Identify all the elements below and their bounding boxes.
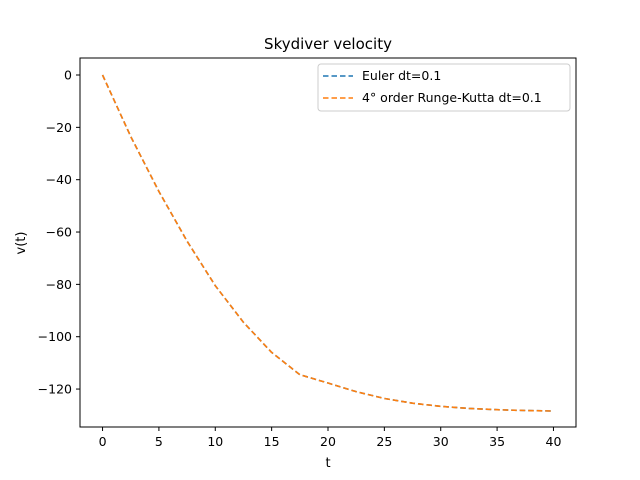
x-tick-label: 10 <box>207 434 223 449</box>
x-tick-label: 20 <box>320 434 336 449</box>
x-tick-label: 15 <box>264 434 280 449</box>
y-axis-label: v(t) <box>14 232 29 255</box>
series-lines <box>101 74 554 412</box>
y-axis: 0 −20 −40 −60 −80 −100 −120 <box>38 68 80 397</box>
x-tick-label: 25 <box>376 434 392 449</box>
series-line-runge-kutta <box>101 74 554 412</box>
legend-box <box>317 63 571 112</box>
y-tick-label: 0 <box>64 68 72 83</box>
y-tick-label: −40 <box>46 172 72 187</box>
legend-label-runge-kutta: 4° order Runge-Kutta dt=0.1 <box>362 90 542 105</box>
y-tick-label: −80 <box>46 277 72 292</box>
x-tick-label: 5 <box>155 434 163 449</box>
legend-label-euler: Euler dt=0.1 <box>362 68 441 83</box>
x-axis-label: t <box>325 456 330 471</box>
plot-frame <box>79 57 577 428</box>
x-tick-label: 30 <box>433 434 449 449</box>
y-tick-label: −120 <box>38 382 72 397</box>
series-line-euler <box>101 74 554 412</box>
x-tick-label: 35 <box>489 434 505 449</box>
x-tick-label: 0 <box>99 434 107 449</box>
x-tick-label: 40 <box>546 434 562 449</box>
y-tick-label: −20 <box>46 120 72 135</box>
legend: Euler dt=0.1 4° order Runge-Kutta dt=0.1 <box>317 63 571 112</box>
x-axis: 0 5 10 15 20 25 30 35 40 <box>99 427 562 449</box>
y-tick-label: −100 <box>38 329 72 344</box>
chart-title: Skydiver velocity <box>264 35 392 53</box>
y-tick-label: −60 <box>46 225 72 240</box>
